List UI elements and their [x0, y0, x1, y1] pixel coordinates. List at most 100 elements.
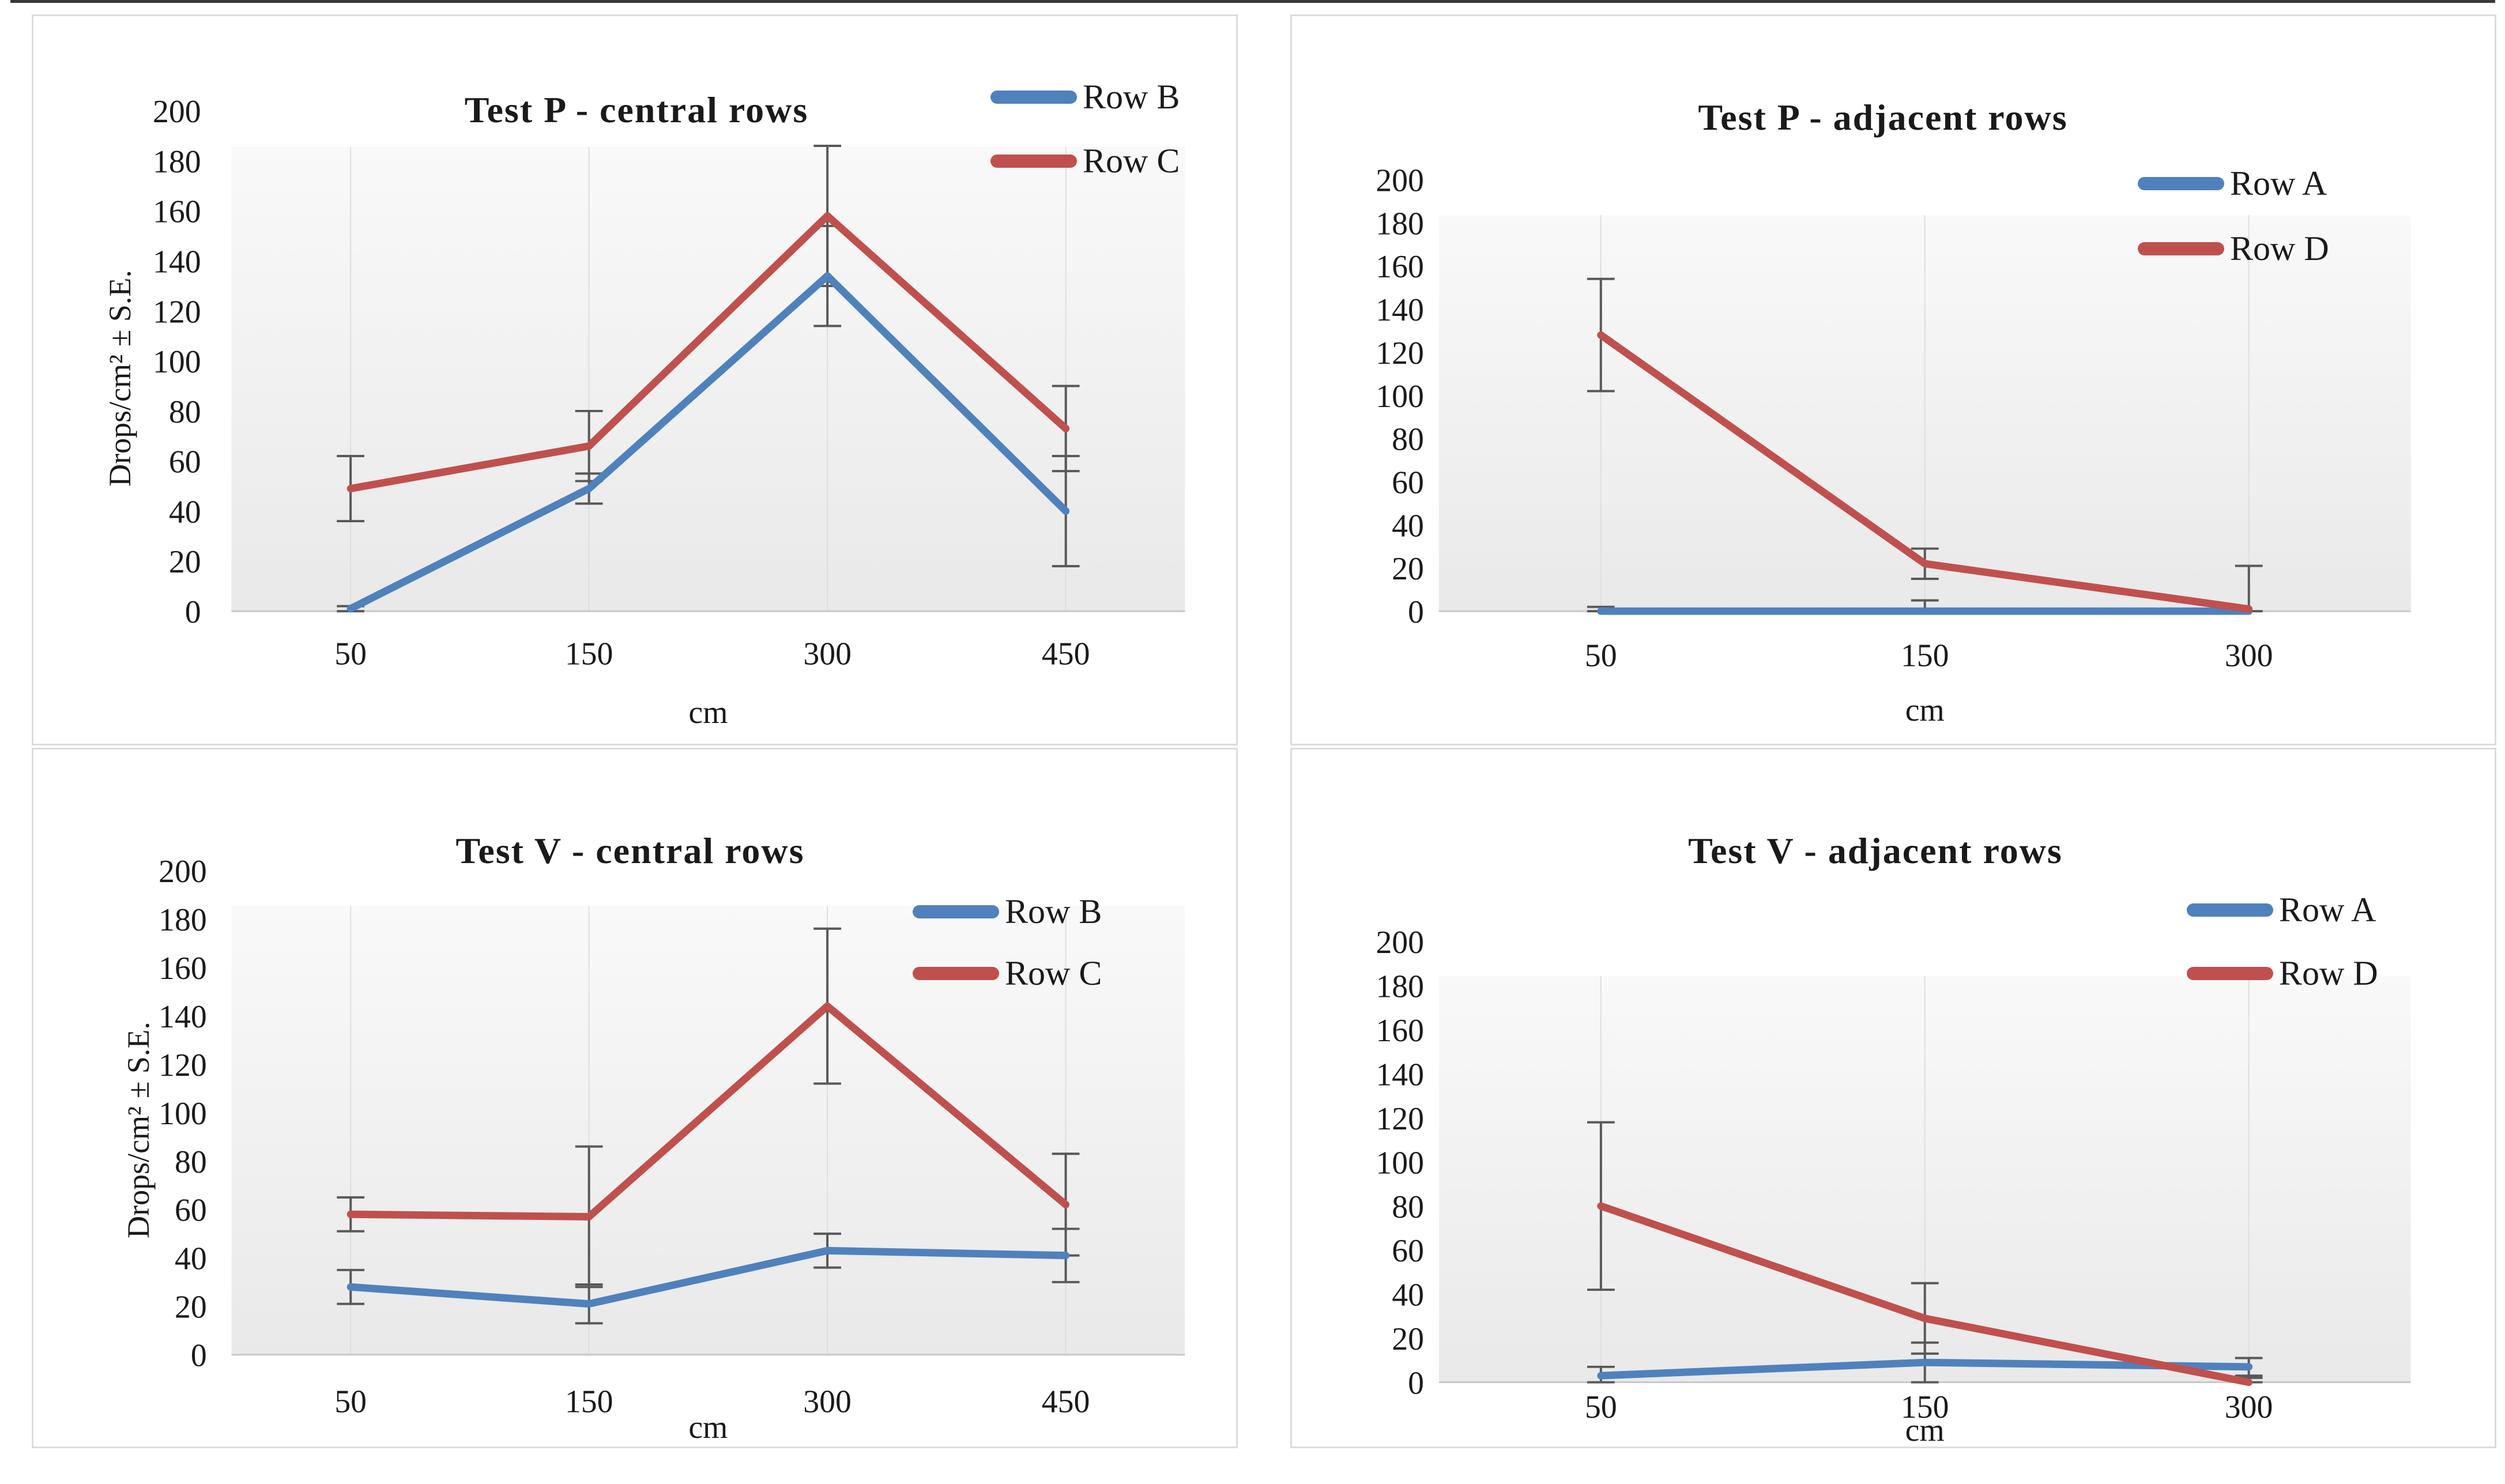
- y-tick-label: 100: [1376, 379, 1424, 415]
- y-tick-label: 140: [1376, 292, 1424, 328]
- y-tick-label: 20: [1392, 1321, 1424, 1357]
- y-tick-label: 100: [1376, 1145, 1424, 1181]
- y-tick-label: 80: [169, 394, 201, 430]
- y-tick-label: 200: [1376, 925, 1424, 961]
- y-tick-label: 200: [159, 854, 207, 890]
- plot-area: 0 20 40 60 80 100 120 140 160 180 200 50 150 300 450 cm: [159, 854, 1185, 1445]
- series-line-row-a: [1597, 1358, 2253, 1380]
- y-tick-label: 200: [153, 94, 201, 130]
- legend-item-row-a: Row A: [2138, 164, 2327, 202]
- x-tick-label: 150: [1901, 1389, 1949, 1425]
- chart-panel-test-v-adjacent-rows: Test V - adjacent rows 0 20 40 60 80 100 120 14…: [1290, 748, 2496, 1448]
- x-tick-label: 50: [334, 636, 367, 672]
- legend-line-swatch-blue: [2187, 903, 2273, 917]
- y-tick-label: 120: [1376, 336, 1424, 371]
- y-tick-label: 180: [1376, 206, 1424, 242]
- x-tick-label: 450: [1042, 636, 1090, 672]
- legend-line-swatch-blue: [990, 90, 1077, 104]
- chart-panel-test-v-central-rows: Test V - central rows Drops/cm² ± S.E. 0…: [32, 748, 1238, 1448]
- y-tick-label: 0: [191, 1338, 207, 1374]
- series-line-row-b: [346, 272, 1070, 613]
- plot-area: 0 20 40 60 80 100 120 140 160 180 200 50 150 300 450 cm: [153, 94, 1185, 730]
- legend-item-row-c: Row C: [913, 954, 1102, 992]
- y-tick-label: 200: [1376, 163, 1424, 199]
- x-tick-label: 450: [1042, 1384, 1090, 1419]
- legend-item-row-b: Row B: [913, 892, 1102, 931]
- chart-title: Test P - adjacent rows: [1698, 97, 2068, 138]
- legend-item-row-a: Row A: [2187, 891, 2376, 929]
- legend-line-swatch-red: [2138, 242, 2224, 255]
- plot-area: 0 20 40 60 80 100 120 140 160 180 200 50 150 300 cm: [1376, 925, 2411, 1447]
- legend-item-row-d: Row D: [2138, 229, 2329, 268]
- y-tick-label: 20: [1392, 551, 1424, 587]
- x-tick-label: 50: [1585, 1389, 1617, 1425]
- y-tick-label: 60: [1392, 465, 1424, 500]
- y-tick-label: 0: [1408, 1365, 1424, 1401]
- y-tick-label: 100: [159, 1096, 207, 1132]
- legend-line-swatch-blue: [913, 905, 999, 918]
- x-tick-label: 50: [1585, 638, 1617, 674]
- legend-line-swatch-blue: [2138, 176, 2224, 190]
- chart-title: Test V - adjacent rows: [1688, 830, 2063, 872]
- y-tick-label: 140: [153, 244, 201, 280]
- legend-line-swatch-red: [990, 154, 1077, 168]
- x-tick-label: 300: [803, 636, 852, 672]
- legend-label: Row A: [2279, 890, 2376, 929]
- y-tick-label: 140: [1376, 1057, 1424, 1093]
- x-axis-unit-label: cm: [688, 1410, 728, 1445]
- x-axis-unit-label: cm: [688, 695, 728, 730]
- series-line-row-c: [346, 212, 1070, 492]
- y-tick-label: 180: [159, 902, 207, 938]
- legend-line-swatch-red: [2187, 966, 2273, 980]
- y-tick-label: 80: [1392, 1189, 1424, 1225]
- y-tick-label: 180: [153, 144, 201, 180]
- y-tick-label: 160: [1376, 1013, 1424, 1049]
- y-tick-label: 60: [175, 1193, 207, 1229]
- series-line-row-b: [346, 1246, 1070, 1308]
- y-tick-label: 120: [1376, 1101, 1424, 1137]
- legend-label: Row B: [1005, 892, 1102, 931]
- x-tick-label: 150: [565, 1384, 613, 1419]
- y-tick-label: 60: [1392, 1233, 1424, 1269]
- y-tick-label: 180: [1376, 969, 1424, 1005]
- top-border-line: [10, 0, 2495, 3]
- chart-panel-test-p-adjacent-rows: Test P - adjacent rows 0 20 40 60 80 100 120 14…: [1290, 14, 2496, 745]
- y-tick-label: 80: [1392, 422, 1424, 458]
- x-axis-unit-label: cm: [1905, 692, 1945, 728]
- legend-label: Row D: [2230, 229, 2329, 268]
- legend-label: Row C: [1083, 141, 1180, 180]
- y-tick-label: 20: [175, 1290, 207, 1325]
- series-line-row-d: [1597, 331, 2253, 613]
- plot-area: 0 20 40 60 80 100 120 140 160 180 200 50 150 300 cm: [1376, 163, 2411, 728]
- y-tick-label: 40: [1392, 508, 1424, 544]
- y-tick-label: 40: [1392, 1278, 1424, 1313]
- x-tick-label: 50: [334, 1384, 367, 1419]
- x-tick-label: 150: [1901, 638, 1949, 674]
- chart-panel-test-p-central-rows: Test P - central rows Drops/cm² ± S.E. 0…: [32, 14, 1238, 745]
- chart-title: Test V - central rows: [455, 830, 805, 872]
- y-tick-label: 60: [169, 445, 201, 480]
- y-tick-label: 40: [169, 494, 201, 530]
- legend-label: Row D: [2279, 954, 2378, 992]
- y-tick-label: 160: [159, 951, 207, 986]
- y-tick-label: 120: [159, 1048, 207, 1083]
- legend-line-swatch-red: [913, 966, 999, 980]
- legend-item-row-b: Row B: [990, 78, 1180, 116]
- legend-item-row-d: Row D: [2187, 954, 2378, 992]
- y-tick-label: 20: [169, 544, 201, 580]
- y-tick-label: 100: [153, 344, 201, 380]
- x-tick-label: 150: [565, 636, 613, 672]
- legend-label: Row A: [2230, 164, 2327, 202]
- chart-title: Test P - central rows: [464, 89, 809, 131]
- series-line-row-c: [346, 1002, 1070, 1221]
- y-tick-label: 140: [159, 999, 207, 1035]
- series-line-row-d: [1597, 1202, 2253, 1387]
- x-tick-label: 300: [803, 1384, 852, 1419]
- x-axis-unit-label: cm: [1905, 1413, 1945, 1447]
- y-tick-label: 0: [185, 594, 201, 630]
- y-tick-label: 160: [1376, 249, 1424, 285]
- y-tick-label: 80: [175, 1144, 207, 1180]
- y-tick-label: 160: [153, 194, 201, 230]
- x-tick-label: 300: [2225, 638, 2273, 674]
- x-tick-label: 300: [2225, 1389, 2273, 1425]
